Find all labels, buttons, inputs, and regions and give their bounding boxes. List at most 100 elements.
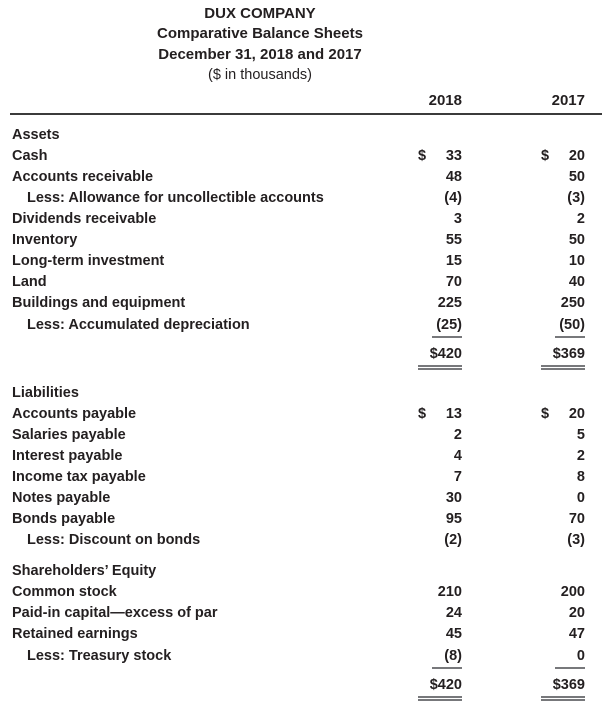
amount-cell: (2) — [367, 532, 462, 548]
row-label: Less: Discount on bonds — [27, 532, 201, 549]
total-value: $420 — [418, 677, 462, 701]
table-row: Common stock 210 200 — [0, 579, 610, 600]
amount-value: 20 — [568, 406, 585, 423]
amount-value: (2) — [444, 532, 462, 549]
section-1: Liabilities Accounts payable $13 $20 Salarie… — [0, 380, 610, 548]
amount-cell: 0 — [462, 648, 585, 670]
amount-value: 48 — [445, 169, 462, 186]
amount-cell: 3 — [367, 211, 462, 227]
row-label: Less: Allowance for uncollectible accoun… — [27, 190, 324, 207]
amount-value: 10 — [568, 253, 585, 270]
amount-cell: (3) — [462, 532, 585, 548]
amount-value: 70 — [445, 274, 462, 291]
amount-value: (3) — [567, 190, 585, 207]
row-label: Inventory — [12, 232, 78, 249]
table-body: Assets Cash $33 $20 Accounts receivable 48 50 L… — [0, 122, 610, 701]
table-row: Cash $33 $20 — [0, 143, 610, 164]
amount-value: 2 — [576, 448, 585, 465]
amount-value: 0 — [576, 490, 585, 507]
amount-value: 5 — [576, 427, 585, 444]
total-value: $420 — [418, 346, 462, 371]
currency-symbol: $ — [418, 406, 427, 423]
table-row: Less: Accumulated depreciation (25) (50) — [0, 311, 610, 339]
row-label: Cash — [12, 148, 48, 165]
amount-value: (8) — [432, 648, 462, 670]
table-row: Inventory 55 50 — [0, 227, 610, 248]
currency-symbol: $ — [418, 148, 427, 165]
total-cell: $369 — [462, 677, 585, 701]
table-row: Dividends receivable 3 2 — [0, 206, 610, 227]
amount-cell: 30 — [367, 490, 462, 506]
total-value: $369 — [541, 346, 585, 371]
table-row: Long-term investment 15 10 — [0, 248, 610, 269]
amount-cell: 4 — [367, 448, 462, 464]
row-label: Buildings and equipment — [12, 295, 186, 312]
row-label: Land — [12, 274, 47, 291]
amount-cell: $20 — [462, 406, 585, 422]
table-row: Income tax payable 7 8 — [0, 464, 610, 485]
table-row: Less: Discount on bonds (2) (3) — [0, 527, 610, 548]
row-label: Retained earnings — [12, 626, 138, 643]
amount-cell: 210 — [367, 584, 462, 600]
table-row: Less: Treasury stock (8) 0 — [0, 642, 610, 670]
amount-cell: 40 — [462, 274, 585, 290]
amount-value: 70 — [568, 511, 585, 528]
amount-cell: (4) — [367, 190, 462, 206]
amount-value: 55 — [445, 232, 462, 249]
total-cell: $369 — [462, 346, 585, 371]
table-row: Accounts receivable 48 50 — [0, 164, 610, 185]
amount-cell: 70 — [462, 511, 585, 527]
amount-cell: 200 — [462, 584, 585, 600]
amount-value: 50 — [568, 232, 585, 249]
total-cell: $420 — [367, 346, 462, 371]
amount-cell: 10 — [462, 253, 585, 269]
amount-cell: $33 — [367, 148, 462, 164]
section-header: Shareholders’ Equity — [12, 563, 157, 580]
table-row: Land 70 40 — [0, 269, 610, 290]
section-header-row: Assets — [0, 122, 610, 143]
amount-value: 40 — [568, 274, 585, 291]
amount-value: 24 — [445, 605, 462, 622]
amount-value: (3) — [567, 532, 585, 549]
amount-cell: 20 — [462, 605, 585, 621]
amount-value: 95 — [445, 511, 462, 528]
amount-cell: 45 — [367, 626, 462, 642]
amount-cell: 47 — [462, 626, 585, 642]
row-label: Accounts receivable — [12, 169, 154, 186]
amount-cell: 24 — [367, 605, 462, 621]
total-row: $420 $369 — [0, 341, 610, 371]
header-rule — [10, 113, 602, 116]
amount-value: 4 — [453, 448, 462, 465]
amount-value: 3 — [453, 211, 462, 228]
row-label: Dividends receivable — [12, 211, 157, 228]
amount-cell: 2 — [462, 448, 585, 464]
amount-cell: 15 — [367, 253, 462, 269]
amount-cell: (50) — [462, 317, 585, 339]
row-label: Interest payable — [12, 448, 123, 465]
amount-value: 2 — [453, 427, 462, 444]
amount-cell: (3) — [462, 190, 585, 206]
row-label: Long-term investment — [12, 253, 165, 270]
amount-cell: 8 — [462, 469, 585, 485]
amount-value: (50) — [555, 317, 585, 339]
amount-cell: 50 — [462, 169, 585, 185]
amount-cell: 2 — [367, 427, 462, 443]
amount-value: 45 — [445, 626, 462, 643]
table-row: Bonds payable 95 70 — [0, 506, 610, 527]
total-row: $420 $369 — [0, 672, 610, 701]
amount-cell: $13 — [367, 406, 462, 422]
section-header-row: Liabilities — [0, 380, 610, 401]
amount-cell: 225 — [367, 295, 462, 311]
amount-cell: 5 — [462, 427, 585, 443]
amount-cell: $20 — [462, 148, 585, 164]
amount-cell: 95 — [367, 511, 462, 527]
table-row: Buildings and equipment 225 250 — [0, 290, 610, 311]
amount-value: 210 — [437, 584, 462, 601]
column-header-2018: 2018 — [428, 92, 462, 110]
amount-value: 30 — [445, 490, 462, 507]
section-header: Assets — [12, 127, 60, 144]
amount-cell: (8) — [367, 648, 462, 670]
report-title: Comparative Balance Sheets — [157, 25, 363, 43]
amount-value: (4) — [444, 190, 462, 207]
